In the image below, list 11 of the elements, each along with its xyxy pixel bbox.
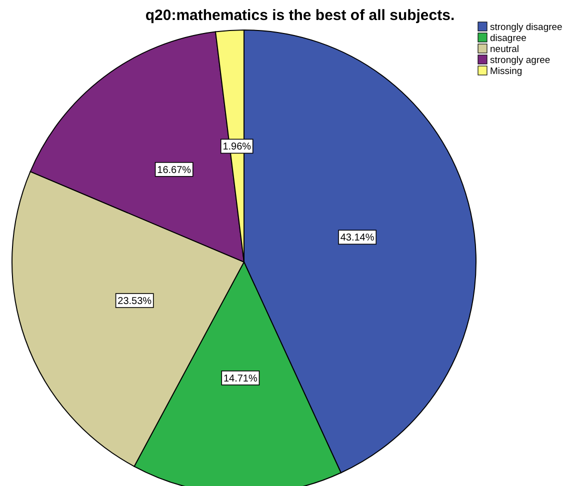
legend-label: disagree (490, 33, 526, 44)
legend-label: Missing (490, 66, 522, 77)
legend-label: strongly disagree (490, 22, 562, 33)
data-label: 14.71% (223, 373, 258, 384)
data-label: 16.67% (157, 164, 192, 176)
data-label: 1.96% (222, 142, 252, 153)
data-label: 43.14% (340, 232, 374, 244)
legend-label: neutral (490, 44, 520, 55)
chart-title: q20:mathematics is the best of all subjects. (145, 7, 455, 24)
legend-label: strongly agree (490, 55, 550, 66)
data-label: 23.53% (118, 296, 152, 308)
